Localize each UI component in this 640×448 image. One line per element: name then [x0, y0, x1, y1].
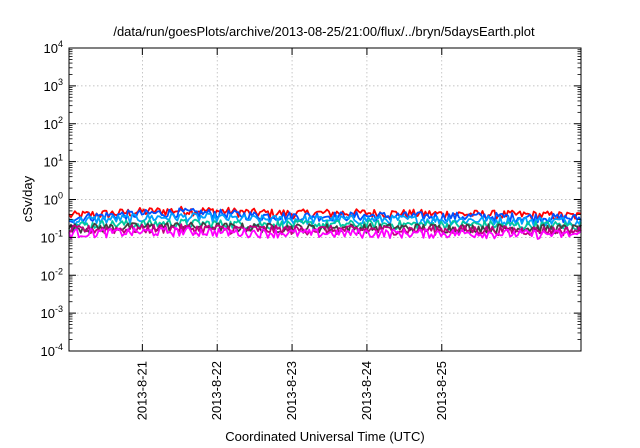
- series-group: [68, 205, 582, 240]
- x-tick-label: 2013-8-21: [134, 361, 149, 420]
- y-tick-label: 104: [44, 39, 63, 56]
- y-tick-label: 10-2: [41, 266, 63, 283]
- y-tick-label: 100: [44, 191, 63, 208]
- series-line: [68, 212, 582, 228]
- series-line: [68, 223, 582, 237]
- x-tick-label: 2013-8-23: [284, 361, 299, 420]
- y-axis-label: cSv/day: [20, 175, 35, 222]
- x-tick-label: 2013-8-24: [359, 361, 374, 420]
- x-tick-label: 2013-8-25: [434, 361, 449, 420]
- axis-ticks: [69, 47, 581, 352]
- grid: [69, 48, 581, 351]
- y-tick-label: 103: [44, 77, 63, 94]
- x-axis-label: Coordinated Universal Time (UTC): [225, 429, 424, 444]
- chart-title: /data/run/goesPlots/archive/2013-08-25/2…: [113, 24, 535, 39]
- series-line: [68, 207, 582, 224]
- y-tick-label: 10-4: [41, 342, 63, 359]
- y-tick-labels: 10-4 10-3 10-2 10-1 100 101 102 103 104: [41, 39, 63, 359]
- series-line: [68, 226, 582, 240]
- x-tick-labels: 2013-8-21 2013-8-22 2013-8-23 2013-8-24 2013…: [134, 361, 448, 420]
- y-tick-label: 101: [44, 153, 63, 170]
- x-tick-label: 2013-8-22: [209, 361, 224, 420]
- y-tick-label: 102: [44, 115, 63, 132]
- y-tick-label: 10-3: [41, 304, 63, 321]
- y-tick-label: 10-1: [41, 228, 63, 245]
